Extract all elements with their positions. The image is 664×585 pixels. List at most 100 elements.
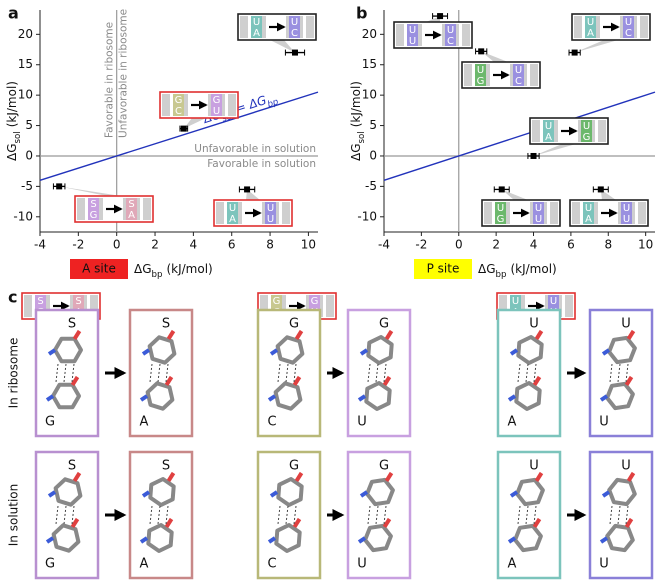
inset-cell <box>265 202 276 224</box>
base-letter: S <box>68 317 76 332</box>
panel-letter: b <box>356 4 367 23</box>
inset-letter: G <box>90 210 98 221</box>
data-point <box>291 49 298 56</box>
atom-n <box>507 394 517 402</box>
ring <box>147 335 177 365</box>
inset-cell <box>621 202 632 224</box>
base-letter: G <box>45 415 55 430</box>
h-bond <box>625 505 629 525</box>
inset-stripe <box>550 202 558 224</box>
panel-letter: c <box>8 288 17 307</box>
h-bond <box>517 363 521 383</box>
inset-letter: U <box>267 214 274 225</box>
inset-cell <box>581 120 592 142</box>
x-tick-label: 2 <box>492 238 500 252</box>
inset-letter: U <box>515 65 522 76</box>
atom-n <box>47 490 57 498</box>
structure-box <box>256 308 322 438</box>
h-bond <box>367 505 371 525</box>
atom-o <box>166 471 176 483</box>
inset-letter: U <box>550 296 557 307</box>
inset-letter: G <box>311 296 319 307</box>
ring <box>607 335 637 365</box>
data-point <box>244 186 251 193</box>
row-label: In solution <box>7 484 21 546</box>
ring <box>515 477 545 507</box>
y-axis-label-part: (kJ/mol) <box>349 81 363 127</box>
inset-letter: G <box>583 132 591 143</box>
molecule-render <box>139 329 177 411</box>
h-bond <box>63 505 67 525</box>
inset-letter: C <box>447 36 454 47</box>
ring <box>273 381 303 411</box>
inset-cell <box>407 24 418 46</box>
atom-n <box>141 348 151 356</box>
y-axis-label-part: (kJ/mol) <box>5 81 19 127</box>
y-tick-label: 0 <box>25 148 33 162</box>
identity-label-part: bp <box>266 97 280 110</box>
inset-cell <box>445 24 456 46</box>
inset-stripe <box>462 24 470 46</box>
ring <box>514 381 542 411</box>
h-bond <box>277 363 281 383</box>
ring <box>513 523 543 553</box>
molecule-render <box>139 471 176 553</box>
base-letter: G <box>379 317 389 332</box>
y-tick-label: 5 <box>25 118 33 132</box>
y-tick-label: 10 <box>362 88 377 102</box>
h-bond <box>277 505 281 525</box>
base-letter: U <box>599 415 609 430</box>
inset-letter: G <box>175 95 183 106</box>
y-axis-label: ΔGsol (kJ/mol) <box>5 81 23 161</box>
y-tick-label: 15 <box>362 57 377 71</box>
inset-connector <box>59 186 121 196</box>
y-tick-label: -5 <box>21 179 33 193</box>
h-bond <box>617 363 621 383</box>
y-tick-label: -5 <box>365 179 377 193</box>
inset-connector <box>501 189 528 200</box>
inset-letter: U <box>545 121 552 132</box>
structure-box <box>34 308 100 438</box>
atom-o <box>292 375 302 387</box>
ring <box>274 523 302 553</box>
inset-letter: G <box>477 76 485 87</box>
x-tick-label: 0 <box>113 238 121 252</box>
base-letter: A <box>140 415 149 430</box>
inset-letter: U <box>409 25 416 36</box>
data-point <box>180 125 187 132</box>
atom-o <box>624 375 634 387</box>
atom-o <box>70 517 80 529</box>
ring <box>605 381 635 411</box>
atom-o <box>534 471 544 483</box>
inset-cell <box>289 16 300 38</box>
base-letter: G <box>45 557 55 572</box>
base-letter: C <box>267 415 276 430</box>
ring <box>276 477 304 507</box>
data-point <box>571 49 578 56</box>
h-bond <box>525 363 529 383</box>
inset-stripe <box>121 198 129 220</box>
inset-stripe <box>484 202 492 224</box>
atom-o <box>384 329 394 341</box>
structure-box <box>34 450 100 580</box>
ring <box>364 381 392 411</box>
ring <box>146 523 174 553</box>
h-bond <box>293 363 297 383</box>
data-point <box>478 48 485 55</box>
inset-stripe <box>206 94 214 116</box>
base-letter: U <box>621 317 631 332</box>
identity-line <box>39 91 319 181</box>
inset-cell <box>510 295 521 317</box>
inset-letter: U <box>625 17 632 28</box>
molecule-render <box>267 329 305 411</box>
base-letter: G <box>289 317 299 332</box>
inset-cell <box>495 202 506 224</box>
y-axis-label: ΔGsol (kJ/mol) <box>349 81 367 161</box>
h-bond <box>71 363 75 383</box>
x-tick-label: 4 <box>530 238 538 252</box>
inset-letter: U <box>587 17 594 28</box>
y-tick-label: 20 <box>362 27 377 41</box>
inset-letter: U <box>535 214 542 225</box>
